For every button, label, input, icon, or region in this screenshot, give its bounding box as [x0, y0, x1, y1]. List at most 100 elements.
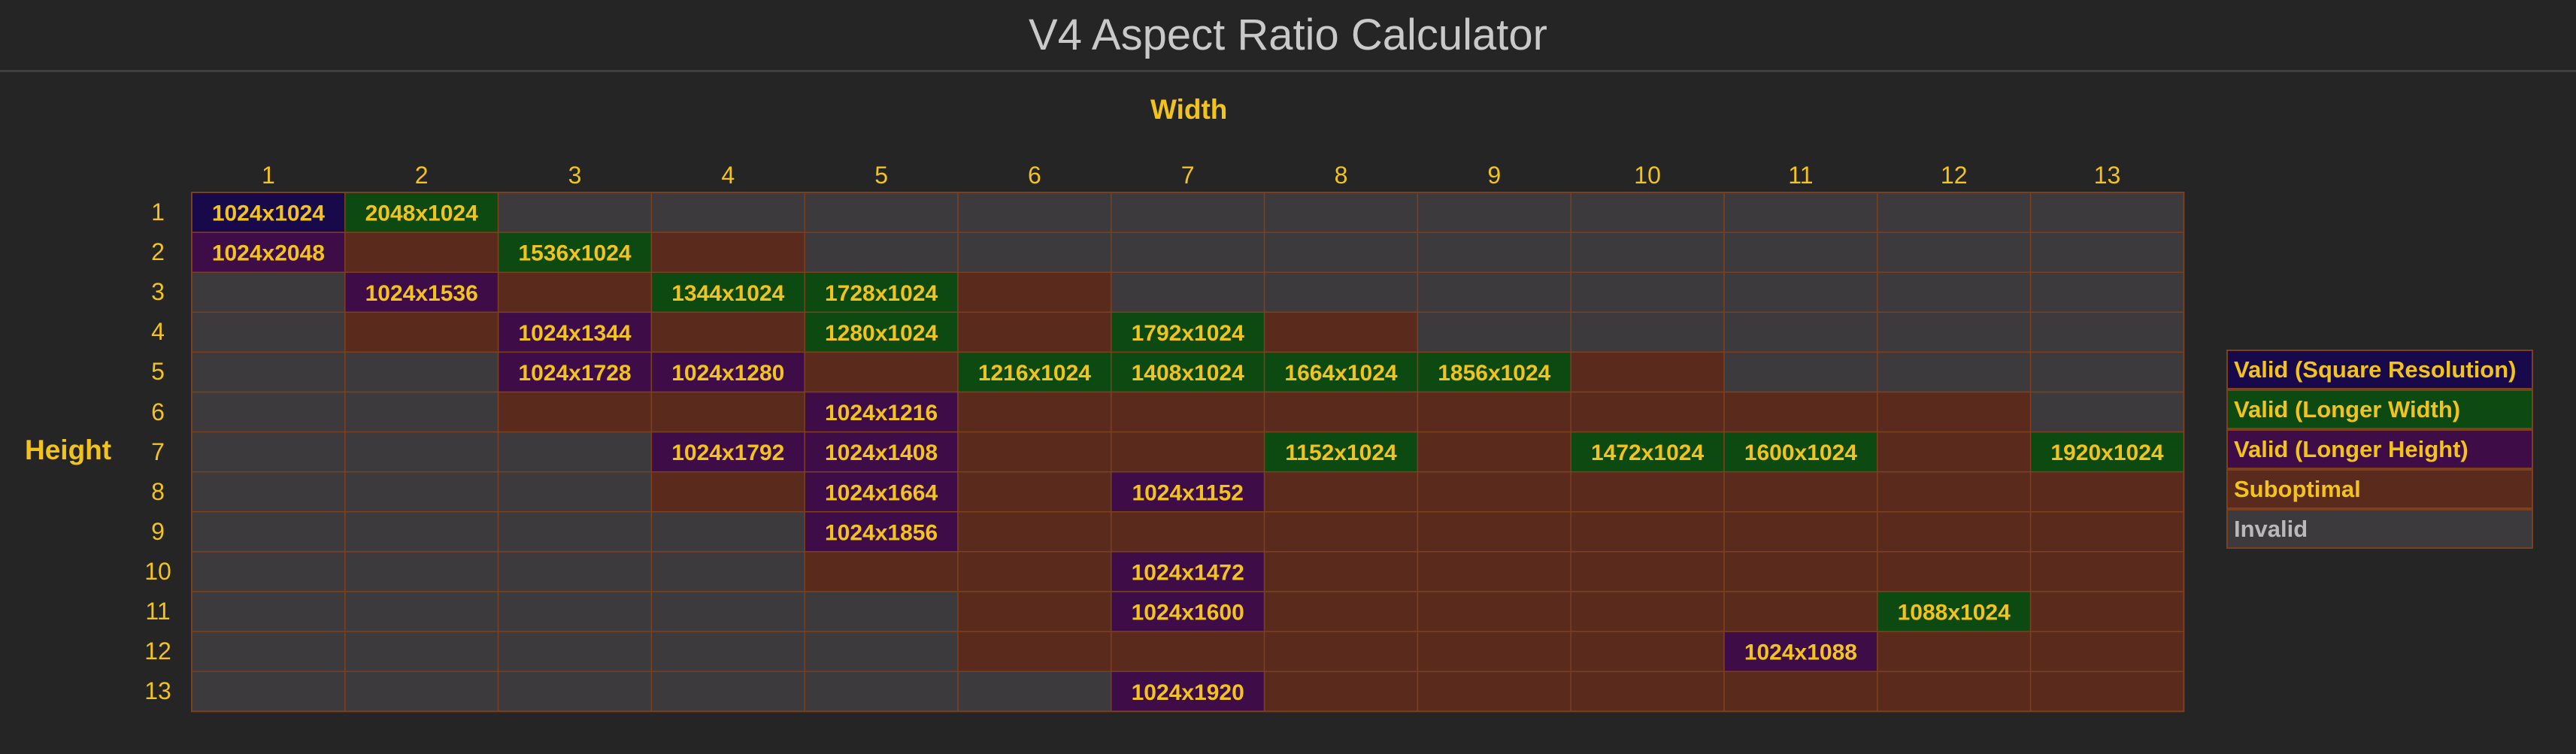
- grid-cell-invalid: [344, 671, 499, 713]
- grid-cell-longer-height: [1723, 631, 1878, 672]
- grid-cell-square: [191, 192, 346, 233]
- resolution-label: 1024x1152: [1132, 480, 1244, 505]
- row-header: 12: [144, 637, 171, 665]
- grid-cell-invalid: [1877, 232, 2032, 273]
- grid-cell-invalid: [344, 591, 499, 632]
- grid-cell-suboptimal: [1417, 471, 1571, 513]
- grid-cell-invalid: [191, 551, 346, 592]
- grid-cell-invalid: [497, 431, 653, 473]
- grid-cell-suboptimal: [2029, 511, 2185, 553]
- resolution-label: 1408x1024: [1132, 361, 1244, 386]
- grid-cell-invalid: [1877, 192, 2032, 233]
- column-header: 9: [1487, 161, 1502, 189]
- grid-cell-suboptimal: [1877, 551, 2032, 592]
- grid-cell-suboptimal: [650, 391, 805, 433]
- grid-cell-longer-width: [1877, 591, 2032, 632]
- grid-cell-invalid: [2029, 271, 2185, 313]
- y-axis-label: Height: [25, 435, 112, 465]
- resolution-label: 1024x1920: [1132, 680, 1244, 705]
- resolution-label: 1024x1280: [671, 361, 784, 386]
- grid-cell-longer-height: [191, 232, 346, 273]
- grid-cell-suboptimal: [1877, 631, 2032, 672]
- resolution-label: 1024x1856: [825, 520, 938, 545]
- grid-cell-suboptimal: [957, 591, 1112, 632]
- grid-cell-invalid: [191, 511, 346, 553]
- grid-cell-longer-width: [1111, 311, 1265, 353]
- grid-cell-invalid: [1877, 271, 2032, 313]
- resolution-label: 1920x1024: [2050, 441, 2163, 465]
- row-header: 4: [151, 318, 165, 346]
- grid-cell-invalid: [804, 631, 959, 672]
- grid-cell-suboptimal: [957, 631, 1112, 672]
- grid-cell-longer-width: [2029, 431, 2185, 473]
- grid-cell-suboptimal: [497, 271, 653, 313]
- grid-cell-invalid: [1877, 311, 2032, 353]
- grid-cell-suboptimal: [1877, 511, 2032, 553]
- x-axis-label: Width: [1150, 94, 1228, 125]
- grid-cell-invalid: [344, 551, 499, 592]
- grid-cell-invalid: [1877, 351, 2032, 393]
- grid-cell-suboptimal: [1111, 631, 1265, 672]
- grid-cell-invalid: [497, 511, 653, 553]
- grid-cell-invalid: [1263, 271, 1419, 313]
- grid-cell-invalid: [497, 471, 653, 513]
- grid-border: [191, 192, 2185, 713]
- legend-item-suboptimal: Suboptimal: [2226, 469, 2533, 509]
- grid-cell-invalid: [957, 192, 1112, 233]
- row-header: 8: [151, 477, 165, 505]
- grid-cell-suboptimal: [1723, 551, 1878, 592]
- grid-cell-invalid: [191, 631, 346, 672]
- grid-cell-invalid: [1417, 192, 1571, 233]
- grid-cell-suboptimal: [1111, 391, 1265, 433]
- row-header: 13: [144, 677, 171, 705]
- grid-cell-invalid: [1570, 311, 1725, 353]
- resolution-label: 2048x1024: [365, 201, 478, 226]
- legend-item-square: Valid (Square Resolution): [2226, 350, 2533, 389]
- grid-cell-invalid: [1263, 232, 1419, 273]
- column-header: 4: [721, 161, 735, 189]
- grid-cell-invalid: [344, 471, 499, 513]
- grid-cell-longer-width: [650, 271, 805, 313]
- grid-cell-suboptimal: [2029, 591, 2185, 632]
- grid-cell-suboptimal: [1570, 471, 1725, 513]
- grid-cell-suboptimal: [650, 311, 805, 353]
- grid-cell-invalid: [1111, 192, 1265, 233]
- grid-cell-invalid: [957, 671, 1112, 713]
- resolution-label: 1024x2048: [212, 241, 325, 266]
- row-header: 1: [151, 198, 165, 226]
- grid-cell-suboptimal: [2029, 631, 2185, 672]
- grid-cell-suboptimal: [1417, 591, 1571, 632]
- row-header: 6: [151, 398, 165, 425]
- grid-cell-suboptimal: [1723, 511, 1878, 553]
- grid-cell-suboptimal: [1570, 551, 1725, 592]
- grid-cell-invalid: [497, 591, 653, 632]
- resolution-label: 1024x1600: [1132, 601, 1244, 625]
- grid-cell-invalid: [2029, 391, 2185, 433]
- grid-cell-suboptimal: [1877, 431, 2032, 473]
- grid-cell-suboptimal: [804, 351, 959, 393]
- resolution-label: 1792x1024: [1132, 321, 1244, 346]
- row-header: 9: [151, 517, 165, 545]
- grid-cell-invalid: [804, 232, 959, 273]
- grid-cell-suboptimal: [1417, 631, 1571, 672]
- grid-cell-invalid: [650, 192, 805, 233]
- grid-cell-invalid: [191, 351, 346, 393]
- resolution-label: 1024x1664: [825, 480, 938, 505]
- grid-cell-suboptimal: [1723, 471, 1878, 513]
- grid-cell-suboptimal: [957, 311, 1112, 353]
- grid-cell-invalid: [1417, 311, 1571, 353]
- grid-cell-suboptimal: [1263, 671, 1419, 713]
- grid-cell-invalid: [650, 631, 805, 672]
- grid-cell-suboptimal: [957, 551, 1112, 592]
- resolution-label: 1600x1024: [1744, 441, 1857, 465]
- grid-cell-suboptimal: [2029, 551, 2185, 592]
- resolution-label: 1472x1024: [1591, 441, 1704, 465]
- grid-cell-longer-height: [804, 391, 959, 433]
- resolution-label: 1344x1024: [671, 281, 784, 306]
- grid-cell-suboptimal: [1263, 591, 1419, 632]
- column-header: 3: [568, 161, 582, 189]
- grid-cell-longer-width: [1263, 351, 1419, 393]
- resolution-label: 1728x1024: [825, 281, 938, 306]
- grid-cell-suboptimal: [1570, 511, 1725, 553]
- grid-cell-suboptimal: [1570, 631, 1725, 672]
